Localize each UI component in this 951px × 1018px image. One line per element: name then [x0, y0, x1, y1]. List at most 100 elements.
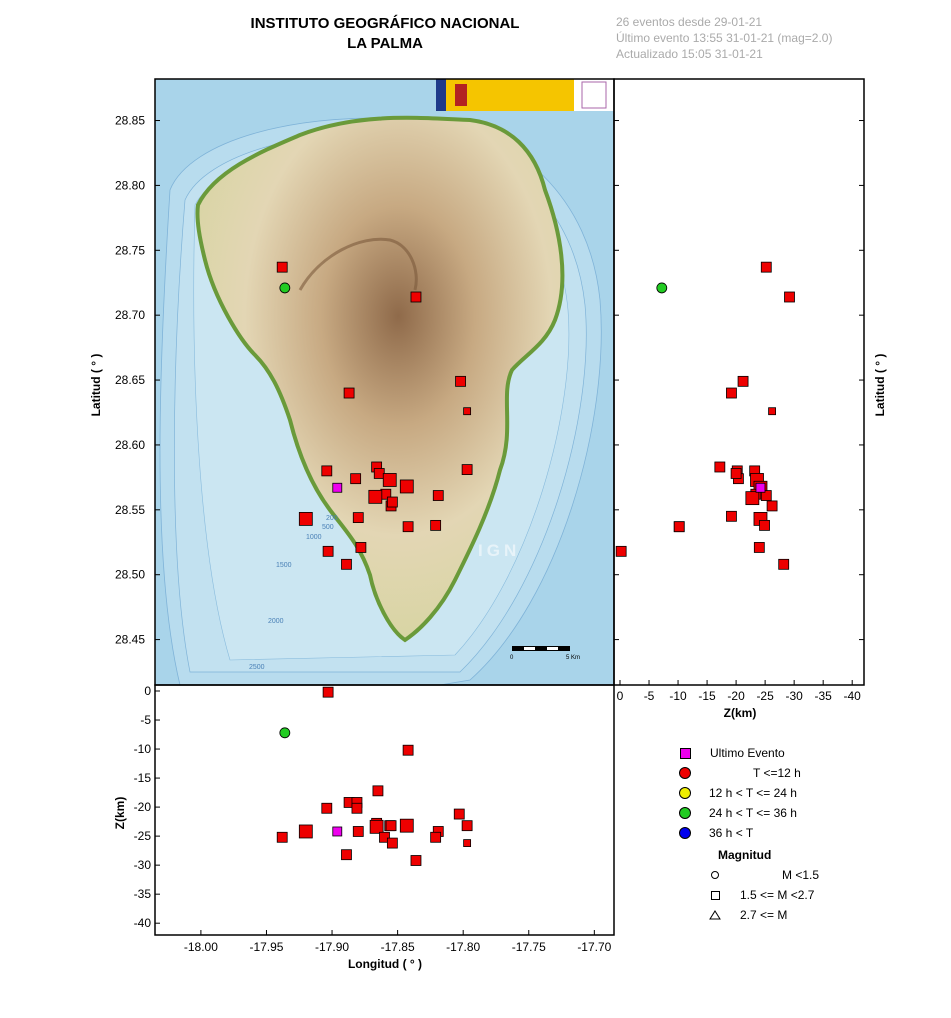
depth-x-tick-label: -20: [727, 689, 745, 703]
legend-mag-medium: 1.5 <= M <2.7: [711, 888, 814, 902]
legend-mag-small-symbol: [711, 871, 719, 879]
lon-depth-event-marker: [352, 826, 364, 837]
lon-depth-event-marker: [453, 808, 465, 820]
legend-t36: 24 h < T <= 36 h: [679, 806, 797, 820]
depth-lat-event-marker: [726, 510, 737, 522]
depth-lat-event-marker: [760, 490, 772, 501]
map-event-marker: [298, 512, 313, 526]
title-line-2: LA PALMA: [347, 35, 423, 52]
depth-label-500: 500: [322, 524, 334, 531]
lat-tick-label: 28.50: [115, 568, 145, 582]
depth-lat-event-marker: [730, 468, 742, 479]
legend-t24: 12 h < T <= 24 h: [679, 786, 797, 800]
map-event-marker: [455, 375, 466, 387]
lon-depth-event-marker: [379, 831, 390, 843]
lon-depth-event-marker: [430, 831, 442, 843]
lon-depth-event-marker: [463, 839, 472, 847]
depth-lat-event-marker: [745, 491, 760, 506]
map-event-marker: [322, 545, 334, 557]
lat-tick-label: 28.70: [115, 308, 145, 322]
legend-last-event-swatch: [680, 747, 691, 759]
z-tick-label: -20: [134, 800, 152, 814]
depth-lat-event-marker: [726, 387, 737, 399]
map-last-event-marker: [332, 482, 343, 493]
map-event-marker: [355, 542, 367, 553]
z-tick-label: -25: [134, 829, 152, 843]
info-updated: Actualizado 15:05 31-01-21: [616, 47, 763, 61]
depth-lat-event-marker: [784, 291, 795, 303]
lon-depth-event-marker: [410, 855, 422, 866]
legend-last-event: Ultimo Evento: [680, 746, 785, 760]
lon-depth-event-marker: [298, 824, 313, 839]
map-event-marker: [352, 512, 364, 524]
depth-lat-circle-marker: [656, 282, 668, 294]
legend-t12: T <=12 h: [679, 766, 801, 780]
lat-tick-label: 28.65: [115, 373, 145, 387]
depth-x-tick-label: 0: [617, 689, 624, 703]
depth-x-tick-label: -40: [844, 689, 862, 703]
map-event-marker: [341, 558, 352, 570]
lon-tick-label: -17.70: [577, 940, 611, 954]
lat-tick-label: 28.55: [115, 503, 145, 517]
lon-depth-last-event-marker: [332, 826, 343, 837]
lon-tick-label: -17.80: [446, 940, 480, 954]
island-shape: [195, 115, 565, 643]
lat-tick-label: 28.75: [115, 243, 145, 257]
lon-depth-event-marker: [322, 686, 334, 698]
x-axis-label-depth: Z(km): [723, 706, 757, 720]
depth-x-tick-label: -25: [756, 689, 774, 703]
z-tick-label: -15: [134, 771, 152, 785]
info-last-event: Último evento 13:55 31-01-21 (mag=2.0): [616, 31, 833, 45]
depth-lat-event-marker: [778, 558, 790, 570]
lon-depth-event-marker: [341, 849, 352, 861]
lon-depth-panel-frame: [154, 684, 615, 936]
depth-lat-event-marker: [737, 375, 749, 387]
map-event-marker: [463, 407, 472, 416]
map-event-marker: [368, 489, 383, 504]
depth-lat-event-marker: [768, 407, 776, 416]
map-event-marker: [373, 468, 385, 479]
lon-tick-label: -17.75: [512, 940, 546, 954]
lat-tick-label: 28.60: [115, 438, 145, 452]
lon-tick-label: -18.00: [184, 940, 218, 954]
legend-mag-medium-label: 1.5 <= M <2.7: [740, 888, 815, 902]
depth-label-2000: 2000: [268, 618, 284, 625]
map-event-marker: [343, 387, 355, 399]
map-event-marker: [350, 473, 362, 485]
lon-depth-event-marker: [369, 819, 384, 834]
lon-depth-event-marker: [351, 802, 363, 814]
depth-lat-panel-frame: [613, 78, 865, 686]
legend-mag-small-label: M <1.5: [782, 868, 820, 882]
depth-x-tick-label: -35: [814, 689, 832, 703]
depth-label-2500: 2500: [249, 664, 265, 671]
map-event-marker: [276, 261, 288, 273]
lon-tick-label: -17.90: [315, 940, 349, 954]
lon-depth-event-marker: [276, 831, 288, 843]
lat-tick-label: 28.85: [115, 114, 145, 128]
title-line-1: INSTITUTO GEOGRÁFICO NACIONAL: [250, 15, 520, 32]
lat-tick-label: 28.45: [115, 633, 145, 647]
map-event-marker: [382, 473, 397, 487]
depth-label-200: 200: [326, 515, 338, 522]
lon-tick-label: -17.95: [249, 940, 283, 954]
legend-t12-swatch: [679, 767, 691, 779]
legend-tmax-label: 36 h < T: [709, 826, 754, 840]
map-event-marker: [402, 521, 414, 533]
scale-start-label: 0: [510, 655, 514, 661]
legend-magnitude-title: Magnitud: [718, 848, 772, 862]
legend-t12-label: T <=12 h: [753, 766, 801, 780]
lon-depth-event-marker: [461, 820, 473, 832]
legend-mag-medium-symbol: [711, 890, 720, 900]
depth-lat-event-marker: [760, 261, 772, 273]
map-event-marker: [410, 291, 422, 303]
legend-tmax-swatch: [679, 827, 691, 839]
depth-lat-last-event-marker: [755, 482, 766, 493]
depth-label-1500: 1500: [276, 562, 292, 569]
lat-tick-label: 28.80: [115, 178, 145, 192]
map-event-circle-marker: [279, 282, 291, 294]
lon-depth-event-marker: [399, 818, 414, 833]
legend-last-event-label: Ultimo Evento: [710, 746, 785, 760]
legend-t24-label: 12 h < T <= 24 h: [709, 786, 797, 800]
z-tick-label: -35: [134, 887, 152, 901]
